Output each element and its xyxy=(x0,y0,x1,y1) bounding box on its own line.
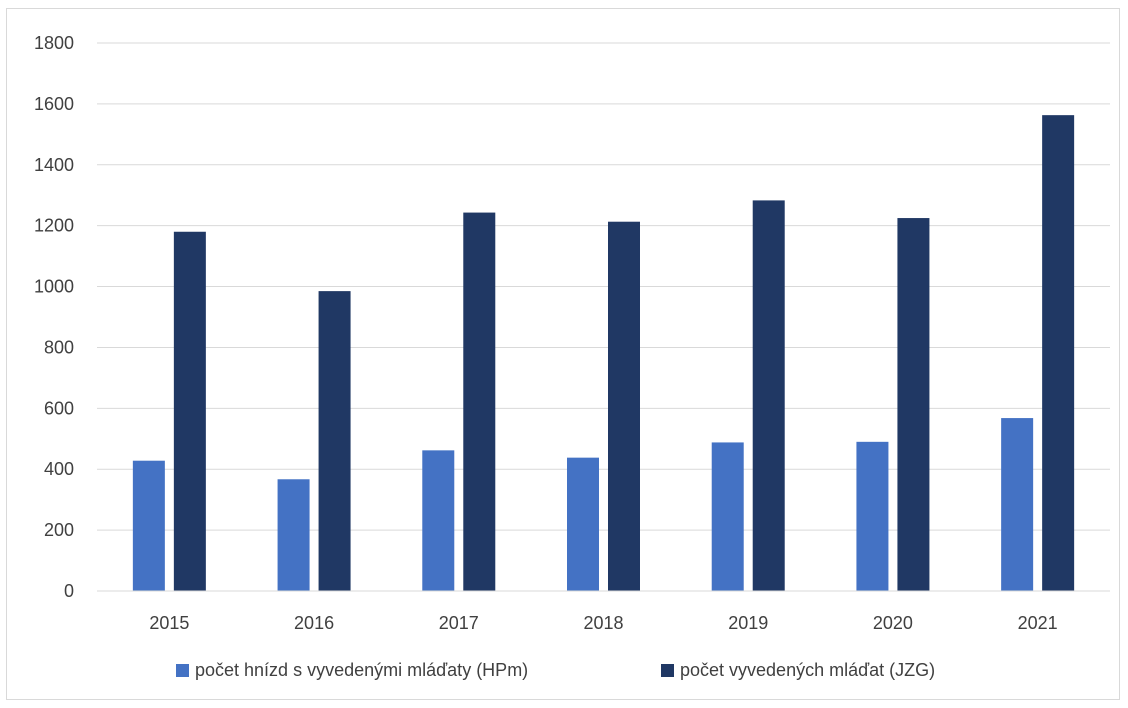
x-axis-tick-labels: 2015 2016 2017 2018 2019 2020 2021 xyxy=(149,613,1057,633)
bar-jzg-2021 xyxy=(1042,115,1075,592)
bar-hpm-2018 xyxy=(567,457,599,591)
gridlines xyxy=(97,42,1110,531)
bars xyxy=(132,115,1075,592)
x-tick-label-2021: 2021 xyxy=(1018,613,1058,633)
legend-swatch-hpm xyxy=(176,664,189,677)
bar-hpm-2015 xyxy=(132,460,165,591)
bar-hpm-2019 xyxy=(711,442,744,591)
bar-jzg-2018 xyxy=(608,221,640,591)
y-tick-label-200: 200 xyxy=(44,520,74,540)
legend-label-jzg: počet vyvedených mláďat (JZG) xyxy=(680,660,935,680)
x-tick-label-2018: 2018 xyxy=(583,613,623,633)
bar-hpm-2017 xyxy=(422,450,455,591)
legend-swatch-jzg xyxy=(661,664,674,677)
y-tick-label-1200: 1200 xyxy=(34,216,74,236)
bar-jzg-2016 xyxy=(318,291,351,591)
y-tick-label-600: 600 xyxy=(44,398,74,418)
y-tick-label-1400: 1400 xyxy=(34,155,74,175)
y-tick-label-1800: 1800 xyxy=(34,33,74,53)
bar-hpm-2020 xyxy=(856,441,889,591)
bar-hpm-2021 xyxy=(1001,418,1034,591)
y-tick-label-1000: 1000 xyxy=(34,277,74,297)
x-tick-label-2016: 2016 xyxy=(294,613,334,633)
y-tick-label-400: 400 xyxy=(44,459,74,479)
bar-jzg-2020 xyxy=(897,218,930,592)
x-tick-label-2017: 2017 xyxy=(439,613,479,633)
bar-jzg-2019 xyxy=(752,200,785,592)
y-tick-label-800: 800 xyxy=(44,337,74,357)
legend: počet hnízd s vyvedenými mláďaty (HPm) p… xyxy=(176,660,935,680)
bar-jzg-2017 xyxy=(463,212,496,591)
y-tick-label-0: 0 xyxy=(64,581,74,601)
y-axis-tick-labels: 0 200 400 600 800 1000 1200 1400 1600 1800 xyxy=(34,33,74,601)
bar-jzg-2015 xyxy=(173,231,206,591)
legend-label-hpm: počet hnízd s vyvedenými mláďaty (HPm) xyxy=(195,660,528,680)
x-tick-label-2020: 2020 xyxy=(873,613,913,633)
bar-hpm-2016 xyxy=(277,479,310,591)
y-tick-label-1600: 1600 xyxy=(34,94,74,114)
x-tick-label-2015: 2015 xyxy=(149,613,189,633)
x-tick-label-2019: 2019 xyxy=(728,613,768,633)
